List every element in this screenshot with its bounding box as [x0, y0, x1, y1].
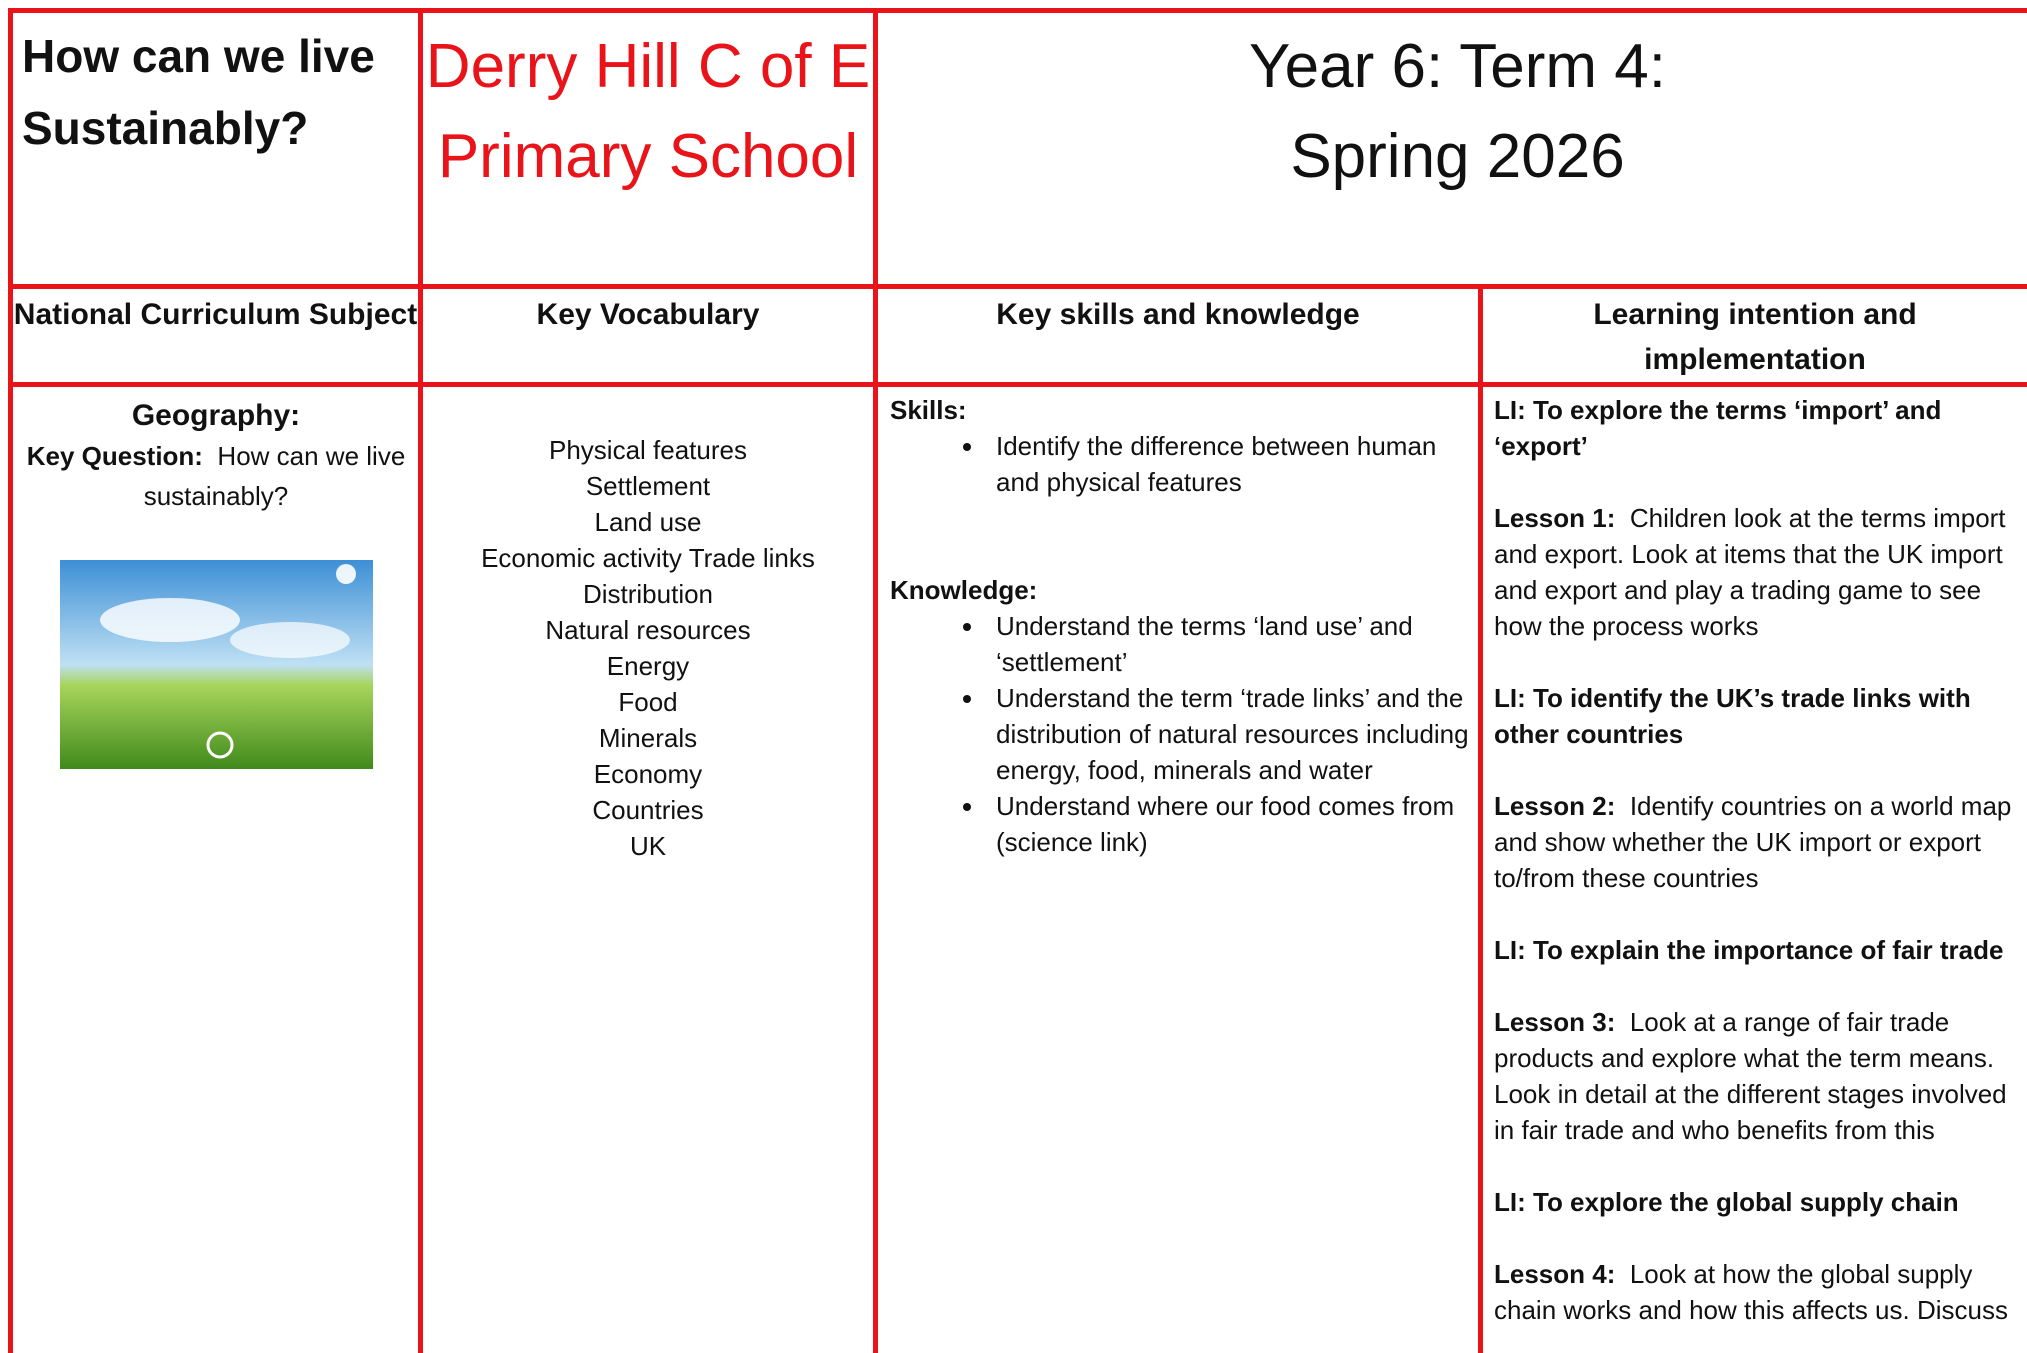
subject-cell: Geography: Key Question: How can we live… [14, 396, 418, 779]
school-name: Derry Hill C of E Primary School [425, 32, 871, 191]
border [873, 8, 878, 1353]
term-line: Spring 2026 [1290, 122, 1625, 191]
vocab-word: Economic activity Trade links [481, 543, 815, 573]
lesson: Lesson 2: Identify countries on a world … [1494, 788, 2027, 896]
lesson-label: Lesson 2: [1494, 791, 1616, 821]
term: Year 6: Term 4: Spring 2026 [880, 22, 2027, 202]
lesson-label: Lesson 3: [1494, 1007, 1616, 1037]
learning-intention: LI: To explore the global supply chain [1494, 1187, 1959, 1217]
lesson-text: Identify countries on a world map and sh… [1494, 791, 2012, 893]
title: How can we live Sustainably? [22, 30, 375, 154]
column-header: National Curriculum Subject [13, 298, 418, 331]
skills-knowledge: Skills: Identify the difference between h… [890, 392, 1475, 860]
border [8, 8, 2027, 13]
question-label: Key Question: [26, 441, 203, 471]
question-text: How can we live sustainably? [143, 441, 406, 511]
skills-item: Identify the difference between human an… [986, 428, 1475, 500]
border [418, 8, 423, 1353]
border [1478, 286, 1483, 1353]
lesson: Lesson 3: Look at a range of fair trade … [1494, 1004, 2027, 1148]
column-header: Learning intention and implementation [1593, 298, 1917, 376]
term-line: Year 6: Term 4: [1248, 32, 1667, 101]
knowledge-item: Understand where our food comes from (sc… [986, 788, 1475, 860]
lesson-text: Look at a range of fair trade products a… [1494, 1007, 2007, 1145]
border [8, 284, 2027, 289]
knowledge-list: Understand the terms ‘land use’ and ‘set… [890, 608, 1475, 860]
knowledge-label: Knowledge: [890, 575, 1038, 605]
subject: Geography: [131, 399, 301, 432]
lesson-text: Look at how the global supply chain work… [1494, 1259, 2008, 1325]
lesson-label: Lesson 4: [1494, 1259, 1616, 1289]
vocab-word: Food [618, 687, 678, 717]
image [59, 560, 373, 769]
column-header: Key skills and knowledge [996, 298, 1360, 331]
column-headers: National Curriculum Subject Key Vocabular… [0, 292, 2027, 382]
knowledge-item: Understand the terms ‘land use’ and ‘set… [986, 608, 1475, 680]
lesson-label: Lesson 1: [1494, 503, 1616, 533]
vocabulary: Physical features Settlement Land use Econo… [423, 432, 873, 864]
learning-intention: LI: To explain the importance of fair tr… [1494, 935, 2004, 965]
border [8, 8, 13, 1353]
lesson: Lesson 1: Children look at the terms imp… [1494, 500, 2027, 644]
vocab-word: Energy [606, 651, 690, 681]
column-header: Key Vocabulary [536, 298, 760, 331]
vocab-word: Natural resources [545, 615, 751, 645]
skills-list: Identify the difference between human an… [890, 428, 1475, 500]
learning: LI: To explore the terms ‘import’ and ‘e… [1494, 392, 2027, 1353]
knowledge-item: Understand the term ‘trade links’ and th… [986, 680, 1475, 788]
vocab-word: Land use [594, 507, 702, 537]
learning-intention: LI: To identify the UK’s trade links wit… [1494, 683, 1971, 749]
skills-label: Skills: [890, 395, 967, 425]
learning-intention: LI: To explore the terms ‘import’ and ‘e… [1494, 395, 1942, 461]
vocab-word: UK [629, 831, 667, 861]
question: Key Question: How can we live sustainabl… [14, 436, 418, 516]
lesson: Lesson 4: Look at how the global supply … [1494, 1256, 2027, 1328]
border [8, 382, 2027, 387]
vocab-word: Physical features [549, 435, 747, 465]
lesson-text: Children look at the terms import and ex… [1494, 503, 2006, 641]
vocab-word: Settlement [585, 471, 711, 501]
vocab-word: Minerals [598, 723, 698, 753]
vocab-word: Distribution [582, 579, 714, 609]
vocab-word: Countries [592, 795, 704, 825]
vocab-word: Economy [593, 759, 703, 789]
